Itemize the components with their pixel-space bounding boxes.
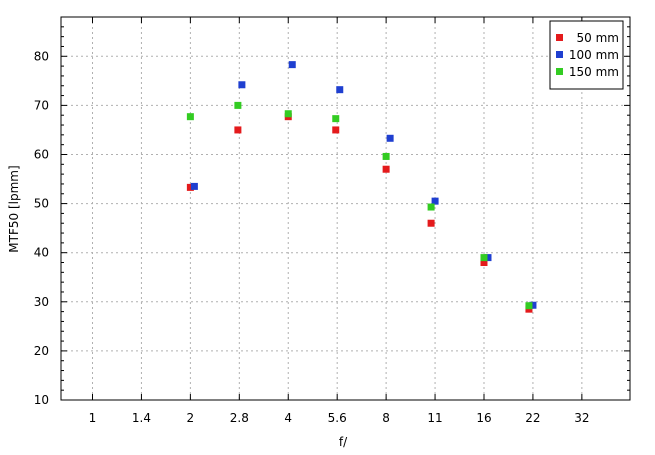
legend-marker [556,68,563,75]
data-point [484,254,492,262]
x-tick-label: 2.8 [230,411,249,425]
x-tick-label: 1 [89,411,97,425]
x-tick-label: 22 [525,411,540,425]
data-point [382,152,390,160]
x-tick-label: 5.6 [328,411,347,425]
y-tick-labels: 10 20 30 40 50 60 70 80 [34,49,49,407]
data-point [186,113,194,121]
legend-marker [556,51,563,58]
x-tick-label: 1.4 [132,411,151,425]
data-point [234,126,242,134]
x-tick-label: 32 [574,411,589,425]
legend-label: 50 mm [577,31,619,45]
data-point [382,165,390,173]
data-point [332,126,340,134]
data-point [427,219,435,227]
data-point [284,110,292,118]
x-tick-label: 4 [284,411,292,425]
data-point [190,182,198,190]
data-point [480,254,488,262]
y-tick-label: 50 [34,197,49,211]
y-tick-label: 70 [34,98,49,112]
data-point [332,115,340,123]
x-tick-label: 11 [427,411,442,425]
y-tick-label: 80 [34,49,49,63]
data-point [480,259,488,267]
grid [61,17,630,401]
x-tick-label: 8 [382,411,390,425]
data-point [529,301,537,309]
x-axis-title: f/ [339,435,348,449]
x-tick-label: 16 [476,411,491,425]
y-axis-title: MTF50 [lpmm] [7,165,21,252]
data-point [234,101,242,109]
data-points [186,61,537,313]
x-tick-label: 2 [187,411,195,425]
data-point [431,197,439,205]
y-tick-label: 30 [34,295,49,309]
data-point [186,183,194,191]
legend-label: 100 mm [569,48,619,62]
plot-frame [60,16,631,401]
data-point [427,203,435,211]
x-tick-labels: 1 1.4 2 2.8 4 5.6 8 11 16 22 32 [89,411,590,425]
y-tick-label: 40 [34,246,49,260]
data-point [238,81,246,89]
data-point [336,86,344,94]
data-point [386,134,394,142]
legend-marker [556,34,563,41]
legend-label: 150 mm [569,65,619,79]
data-point [288,61,296,69]
legend: 50 mm 100 mm 150 mm [549,20,624,90]
data-point [525,302,533,310]
y-tick-label: 20 [34,344,49,358]
y-tick-label: 60 [34,147,49,161]
y-tick-label: 10 [34,393,49,407]
